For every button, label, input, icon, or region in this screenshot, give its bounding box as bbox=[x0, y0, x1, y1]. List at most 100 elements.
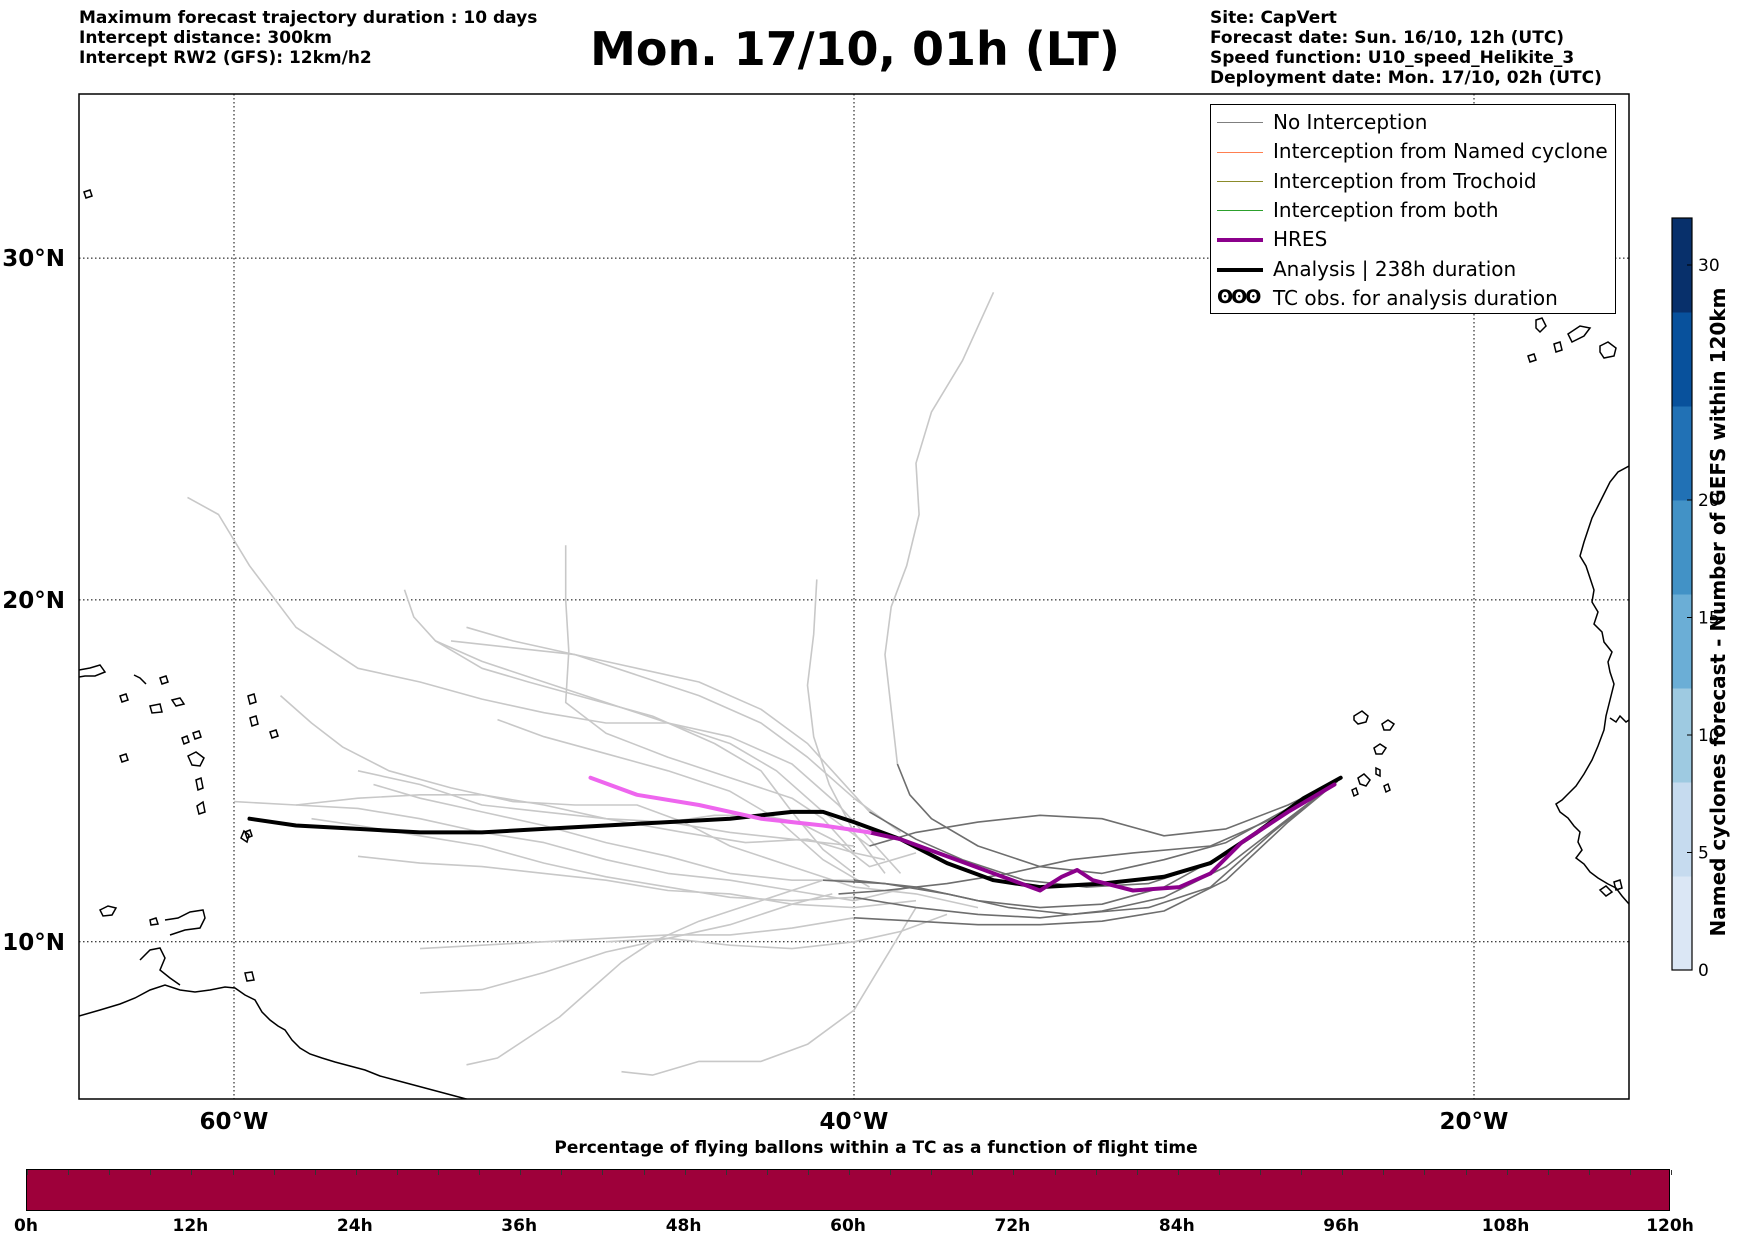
main-tracks bbox=[247, 775, 1343, 893]
legend-label: Analysis | 238h duration bbox=[1273, 256, 1517, 281]
colorbar-tick-label: 20 bbox=[1698, 491, 1720, 511]
colorbar-segment bbox=[1672, 406, 1692, 501]
island-canary-1 bbox=[1535, 317, 1547, 334]
colorbar-tick-label: 5 bbox=[1698, 844, 1709, 864]
island-small-4 bbox=[119, 753, 129, 763]
flight-bar-tick bbox=[890, 1170, 892, 1175]
island-capeverde-1 bbox=[1353, 710, 1369, 725]
island-barbados bbox=[244, 829, 253, 839]
flight-percentage-bar bbox=[26, 1169, 1672, 1211]
legend-label: No Interception bbox=[1273, 110, 1428, 134]
island-small-5 bbox=[269, 729, 279, 739]
legend-label: HRES bbox=[1273, 227, 1328, 252]
flight-bar-tick bbox=[438, 1170, 439, 1175]
ensemble-track-far bbox=[466, 879, 824, 1066]
ensemble-track-far bbox=[403, 589, 870, 847]
ensemble-track-far bbox=[450, 640, 871, 813]
legend-item: Analysis | 238h duration bbox=[1211, 256, 1615, 285]
flight-bar-tick bbox=[1218, 1170, 1220, 1175]
flight-bar-tick bbox=[602, 1170, 604, 1175]
flight-bar-tick bbox=[27, 1170, 28, 1175]
ensemble-track-far bbox=[806, 579, 886, 874]
legend-swatch bbox=[1217, 151, 1263, 153]
ensemble-track-near bbox=[869, 780, 1338, 847]
island-capeverde-7 bbox=[1383, 782, 1391, 794]
flight-bar-tick bbox=[1465, 1170, 1467, 1175]
flight-bar-tick-label: 48h bbox=[665, 1216, 702, 1236]
colorbar-title: Named cyclones forecast - Number of GEFS… bbox=[1706, 287, 1730, 937]
island-anguilla bbox=[170, 697, 186, 707]
legend-item: Interception from Trochoid bbox=[1211, 168, 1615, 197]
flight-bar-tick bbox=[1629, 1170, 1631, 1175]
legend-swatch bbox=[1217, 122, 1263, 124]
ensemble-track-far bbox=[373, 783, 854, 881]
ensemble-track-far bbox=[357, 855, 917, 909]
flight-bar-tick bbox=[1013, 1170, 1015, 1175]
legend-swatch bbox=[1217, 180, 1263, 182]
max-duration-text: Maximum forecast trajectory duration : 1… bbox=[79, 8, 538, 28]
flight-bar-tick bbox=[314, 1170, 316, 1175]
island-canary-4 bbox=[1553, 341, 1563, 353]
colorbar-frame bbox=[1671, 217, 1693, 971]
flight-bar-tick bbox=[1383, 1170, 1385, 1175]
ensemble-far-tracks bbox=[187, 291, 995, 1076]
ensemble-track-far bbox=[419, 893, 833, 994]
ensemble-track-far bbox=[419, 917, 855, 950]
island-dominica bbox=[195, 776, 204, 792]
flight-bar-tick bbox=[1547, 1170, 1549, 1175]
island-small-pr bbox=[133, 674, 147, 685]
island-curacao bbox=[149, 917, 159, 926]
flight-bar-tick bbox=[1671, 1170, 1672, 1175]
grid-lines bbox=[79, 94, 1629, 1099]
flight-bar-tick bbox=[1424, 1170, 1426, 1175]
deployment-date-text: Deployment date: Mon. 17/10, 02h (UTC) bbox=[1210, 68, 1602, 88]
colorbar-tick-label: 0 bbox=[1698, 961, 1709, 981]
ensemble-track-far bbox=[435, 640, 855, 875]
flight-bar-tick bbox=[232, 1170, 234, 1175]
flight-bar-tick-label: 108h bbox=[1481, 1216, 1530, 1236]
flight-bar-tick bbox=[396, 1170, 398, 1175]
colorbar-segment bbox=[1672, 500, 1692, 595]
lat-tick-label: 30°N bbox=[2, 246, 65, 272]
legend-label: Interception from Trochoid bbox=[1273, 168, 1537, 193]
island-vi2 bbox=[159, 675, 169, 685]
flight-bar-tick bbox=[355, 1170, 357, 1175]
island-canary-5 bbox=[1527, 353, 1537, 363]
coast-bissagos bbox=[1598, 879, 1623, 897]
track-analysis-238h-duration bbox=[247, 775, 1343, 890]
ensemble-track-far bbox=[605, 913, 948, 950]
flight-bar-title: Percentage of flying ballons within a TC… bbox=[554, 1138, 1198, 1158]
island-capeverde-4 bbox=[1357, 773, 1371, 787]
coast-west-africa bbox=[1555, 465, 1629, 905]
island-margarita bbox=[98, 905, 118, 917]
speed-function-text: Speed function: U10_speed_Helikite_3 bbox=[1210, 48, 1575, 68]
ensemble-track-far bbox=[295, 794, 886, 861]
flight-bar-tick-label: 96h bbox=[1323, 1216, 1360, 1236]
flight-bar-tick bbox=[849, 1170, 850, 1175]
ensemble-track-near bbox=[838, 780, 1339, 895]
ensemble-track-near bbox=[853, 780, 1339, 926]
coast-paraguana bbox=[164, 909, 206, 936]
map-frame bbox=[78, 93, 1630, 1100]
flight-bar-tick-label: 120h bbox=[1646, 1216, 1694, 1236]
flight-bar-tick bbox=[1506, 1170, 1508, 1175]
coastlines bbox=[79, 189, 1629, 1099]
site-text: Site: CapVert bbox=[1210, 8, 1337, 28]
island-guadeloupe bbox=[187, 751, 205, 767]
flight-bar-tick bbox=[643, 1170, 645, 1175]
legend-swatch bbox=[1217, 267, 1263, 272]
legend-item: ʘʘʘ TC obs. for analysis duration bbox=[1211, 285, 1615, 314]
flight-bar-tick bbox=[561, 1170, 563, 1175]
colorbar-segment bbox=[1672, 312, 1692, 407]
coast-south-america bbox=[79, 984, 470, 1099]
tc-obs-icon: ʘʘʘ bbox=[1217, 285, 1261, 308]
flight-bar-tick bbox=[807, 1170, 809, 1175]
flight-bar-tick bbox=[1588, 1170, 1590, 1175]
legend-swatch bbox=[1217, 238, 1263, 243]
flight-bar-tick bbox=[150, 1170, 152, 1175]
island-small-2 bbox=[247, 693, 257, 705]
legend-swatch bbox=[1217, 210, 1263, 212]
lon-tick-label: 20°W bbox=[1440, 1109, 1509, 1135]
coast-venezuela-gulf bbox=[139, 947, 181, 986]
